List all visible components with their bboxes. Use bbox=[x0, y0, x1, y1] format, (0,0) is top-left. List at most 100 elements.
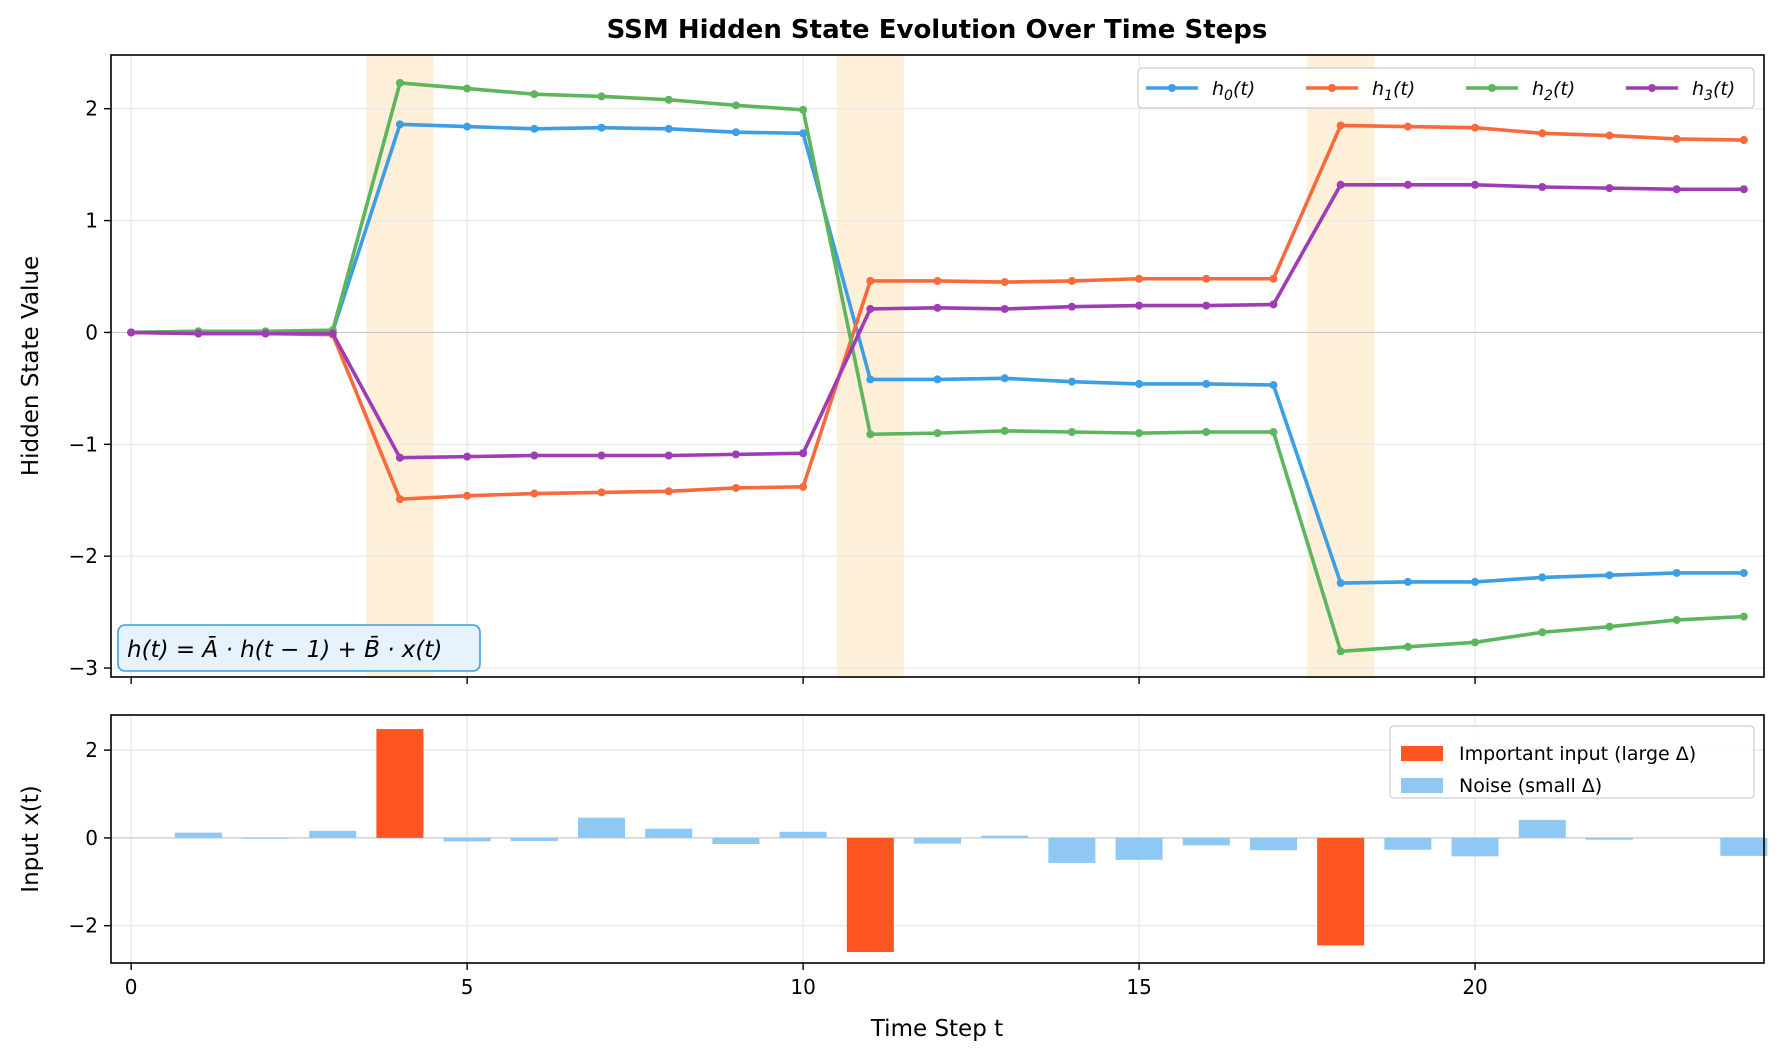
data-point bbox=[1739, 185, 1748, 194]
data-point bbox=[1672, 615, 1681, 624]
data-point bbox=[1135, 274, 1144, 283]
data-point bbox=[664, 95, 673, 104]
data-point bbox=[597, 451, 606, 460]
legend-label: Noise (small Δ) bbox=[1459, 775, 1602, 797]
data-point bbox=[1672, 134, 1681, 143]
legend-box bbox=[1389, 725, 1755, 799]
legend-marker bbox=[1648, 84, 1656, 92]
data-point bbox=[866, 304, 875, 313]
legend-swatch bbox=[1401, 778, 1443, 793]
bar-noise bbox=[1518, 819, 1566, 838]
bottom-panel: 0 5 10 15 20 −2 0 2 Input x(t) Time Step t Impo… bbox=[18, 714, 1768, 1042]
data-point bbox=[1000, 374, 1009, 383]
data-point bbox=[463, 122, 472, 131]
y-tick-label: 2 bbox=[85, 738, 98, 762]
data-point bbox=[1605, 184, 1614, 193]
legend-item-important: Important input (large Δ) bbox=[1401, 743, 1696, 765]
data-point bbox=[933, 375, 942, 384]
series-h3 bbox=[127, 180, 1748, 462]
data-point bbox=[1538, 628, 1547, 637]
top-ylabel: Hidden State Value bbox=[18, 256, 44, 476]
data-point bbox=[1202, 274, 1211, 283]
input-bars bbox=[174, 729, 1768, 953]
data-point bbox=[866, 375, 875, 384]
legend-bottom: Important input (large Δ) Noise (small Δ) bbox=[1389, 725, 1755, 799]
bar-noise bbox=[443, 837, 491, 842]
data-point bbox=[261, 329, 270, 338]
data-point bbox=[933, 303, 942, 312]
legend-marker bbox=[1488, 84, 1496, 92]
axis-ticks: −3 −2 −1 0 1 2 bbox=[69, 97, 1476, 684]
bar-noise bbox=[645, 828, 693, 838]
bar-noise bbox=[242, 837, 290, 839]
data-point bbox=[1067, 276, 1076, 285]
y-tick-label: −1 bbox=[69, 432, 98, 456]
data-point bbox=[731, 483, 740, 492]
data-point bbox=[1202, 301, 1211, 310]
legend-item-h2: h2(t) bbox=[1466, 78, 1575, 104]
legend-label: Important input (large Δ) bbox=[1459, 743, 1696, 765]
data-point bbox=[1000, 304, 1009, 313]
legend-marker bbox=[1328, 84, 1336, 92]
x-tick-label: 0 bbox=[125, 975, 138, 999]
series-h0 bbox=[127, 120, 1748, 588]
data-point bbox=[1336, 180, 1345, 189]
bar-important bbox=[1317, 837, 1365, 946]
series-lines bbox=[127, 78, 1748, 656]
data-point bbox=[530, 124, 539, 133]
data-point bbox=[1269, 428, 1278, 437]
legend-top: h0(t) h1(t) h2(t) h3(t) bbox=[1137, 67, 1755, 109]
legend-item-noise: Noise (small Δ) bbox=[1401, 775, 1602, 797]
bar-important bbox=[376, 729, 424, 838]
data-point bbox=[1336, 121, 1345, 130]
bar-noise bbox=[913, 837, 962, 844]
legend-label: h2(t) bbox=[1532, 78, 1575, 104]
chart-title: SSM Hidden State Evolution Over Time Ste… bbox=[607, 15, 1268, 45]
y-tick-label: 2 bbox=[85, 97, 98, 121]
data-point bbox=[1202, 379, 1211, 388]
data-point bbox=[731, 101, 740, 110]
data-point bbox=[597, 123, 606, 132]
y-tick-label: 0 bbox=[85, 826, 98, 850]
data-point bbox=[1202, 428, 1211, 437]
data-point bbox=[1000, 426, 1009, 435]
data-point bbox=[194, 329, 203, 338]
bar-noise bbox=[1249, 837, 1297, 851]
bar-noise bbox=[779, 831, 827, 838]
x-tick-label: 10 bbox=[790, 975, 815, 999]
top-plot-frame bbox=[110, 54, 1765, 678]
bottom-plot-frame bbox=[110, 714, 1765, 964]
data-point bbox=[1605, 131, 1614, 140]
data-point bbox=[1000, 278, 1009, 287]
legend-label: h3(t) bbox=[1692, 78, 1735, 104]
data-point bbox=[597, 92, 606, 101]
legend-marker bbox=[1168, 84, 1176, 92]
data-point bbox=[664, 124, 673, 133]
highlight-span-0 bbox=[366, 55, 434, 677]
bar-noise bbox=[510, 837, 558, 841]
data-point bbox=[1739, 612, 1748, 621]
data-point bbox=[1336, 579, 1345, 588]
grid bbox=[111, 55, 1764, 677]
bar-noise bbox=[1182, 837, 1230, 846]
data-point bbox=[1605, 622, 1614, 631]
x-tick-label: 20 bbox=[1462, 975, 1487, 999]
data-point bbox=[799, 105, 808, 114]
data-point bbox=[530, 451, 539, 460]
data-point bbox=[1471, 638, 1480, 647]
data-point bbox=[597, 488, 606, 497]
data-point bbox=[731, 128, 740, 137]
equation-text: h(t) = Ā · h(t − 1) + B̄ · x(t) bbox=[127, 635, 442, 663]
y-tick-label: −2 bbox=[69, 914, 98, 938]
x-tick-label: 5 bbox=[461, 975, 474, 999]
data-point bbox=[1605, 571, 1614, 580]
data-point bbox=[1135, 301, 1144, 310]
bar-noise bbox=[981, 835, 1029, 838]
legend-label: h1(t) bbox=[1372, 78, 1415, 104]
legend-swatch bbox=[1401, 746, 1443, 761]
data-point bbox=[1067, 302, 1076, 311]
data-point bbox=[395, 120, 404, 129]
data-point bbox=[1135, 429, 1144, 438]
